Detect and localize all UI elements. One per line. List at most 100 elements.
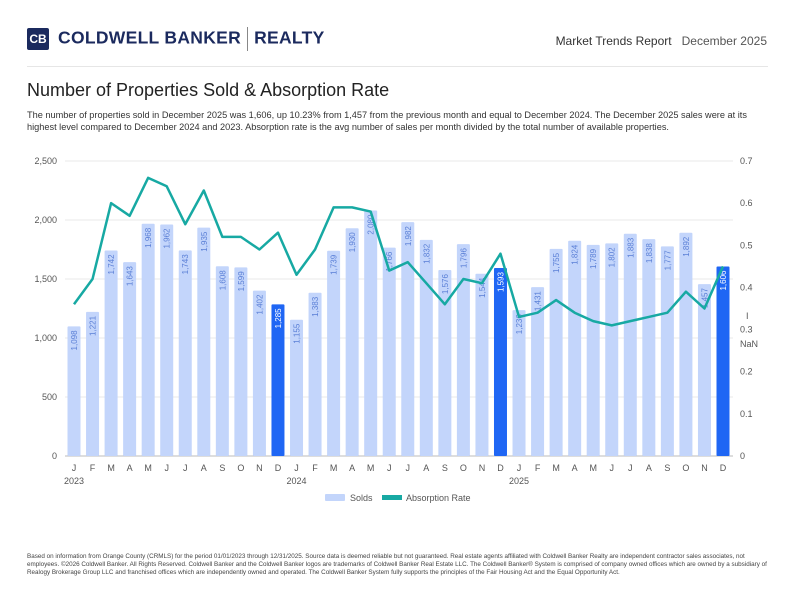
coldwell-banker-logo: CB COLDWELL BANKER REALTY [27, 27, 325, 51]
bar-data-label: 1,930 [348, 232, 357, 253]
x-tick-label: M [552, 463, 560, 473]
bar-solds [271, 304, 285, 456]
x-tick-label: A [423, 463, 429, 473]
x-tick-label: A [572, 463, 578, 473]
bar-solds [86, 311, 100, 456]
x-tick-label: S [664, 463, 670, 473]
bar-data-label: 1,608 [218, 270, 227, 291]
x-tick-label: A [349, 463, 355, 473]
bar-solds [67, 326, 81, 456]
x-tick-label: J [387, 463, 392, 473]
bar-solds [104, 250, 118, 456]
bar-solds [290, 319, 304, 456]
x-tick-label: J [609, 463, 614, 473]
divider [27, 66, 768, 67]
bar-data-label: 1,743 [181, 254, 190, 275]
bar-data-label: 2,080 [367, 214, 376, 235]
x-tick-label: F [90, 463, 96, 473]
legend-swatch-absorption [382, 495, 402, 500]
report-title: Market Trends Report [555, 34, 672, 48]
chart-description: The number of properties sold in Decembe… [27, 110, 747, 133]
legend-swatch-solds [325, 494, 345, 501]
bar-solds [327, 250, 341, 456]
y-left-tick-label: 2,500 [34, 156, 57, 166]
x-tick-label: O [682, 463, 689, 473]
bar-data-label: 1,962 [163, 228, 172, 249]
x-tick-label: M [330, 463, 338, 473]
bar-data-label: 1,968 [144, 227, 153, 248]
bar-data-label: 1,457 [700, 288, 709, 309]
y-left-tick-label: 0 [52, 451, 57, 461]
bar-data-label: 1,593 [496, 271, 505, 292]
report-period: December 2025 [681, 34, 767, 48]
bar-solds [716, 266, 730, 456]
y-left-tick-label: 500 [42, 392, 57, 402]
x-tick-label: N [479, 463, 486, 473]
bar-data-label: 1,544 [478, 277, 487, 298]
x-tick-label: N [701, 463, 708, 473]
x-tick-label: F [312, 463, 318, 473]
x-tick-label: J [628, 463, 633, 473]
y-right-tick-mark: I [746, 311, 749, 321]
bar-data-label: 1,838 [645, 243, 654, 264]
x-tick-label: J [183, 463, 188, 473]
bar-solds [623, 233, 637, 456]
bar-solds [160, 224, 174, 456]
bar-solds [141, 223, 155, 456]
x-tick-label: A [127, 463, 133, 473]
bar-data-label: 1,883 [626, 237, 635, 258]
bar-solds [512, 310, 526, 456]
x-tick-label: M [107, 463, 115, 473]
line-absorption-rate [72, 176, 725, 327]
bar-data-label: 1,606 [719, 270, 728, 291]
bar-data-label: 1,236 [515, 314, 524, 335]
x-tick-label: O [237, 463, 244, 473]
bar-data-label: 1,796 [459, 248, 468, 269]
bar-data-label: 1,576 [441, 273, 450, 294]
page-title: Number of Properties Sold & Absorption R… [27, 80, 390, 100]
x-tick-label: M [144, 463, 152, 473]
bar-data-label: 1,221 [89, 315, 98, 336]
cb-logo-mark: CB [27, 28, 49, 50]
bar-data-label: 1,643 [126, 266, 135, 287]
bar-data-label: 1,742 [107, 254, 116, 275]
x-tick-label: O [460, 463, 467, 473]
bar-solds [642, 239, 656, 456]
bar-data-label: 1,383 [311, 296, 320, 317]
x-tick-label: N [256, 463, 263, 473]
y-right-tick-label: 0 [740, 451, 745, 461]
bar-data-label: 1,402 [255, 294, 264, 315]
bar-data-label: 1,285 [274, 308, 283, 329]
y-left-tick-label: 1,000 [34, 333, 57, 343]
x-tick-label: D [497, 463, 504, 473]
x-tick-label: S [219, 463, 225, 473]
y-right-tick-label: 0.3 [740, 325, 753, 335]
bar-data-label: 1,755 [552, 252, 561, 273]
legend-label-absorption: Absorption Rate [406, 493, 471, 503]
bar-data-label: 1,892 [682, 236, 691, 257]
bar-solds [531, 287, 545, 456]
logo-text-realty: REALTY [254, 27, 325, 48]
y-right-tick-label: 0.2 [740, 367, 753, 377]
bar-solds [419, 239, 433, 456]
bar-data-label: 1,982 [404, 226, 413, 247]
legend-label-solds: Solds [350, 493, 373, 503]
bar-solds [178, 250, 192, 456]
bar-solds [382, 247, 396, 456]
x-tick-label: S [442, 463, 448, 473]
bar-data-label: 1,832 [422, 243, 431, 264]
x-tick-label: J [164, 463, 169, 473]
bar-solds [364, 210, 378, 456]
bar-data-label: 1,802 [608, 247, 617, 268]
x-tick-label: M [589, 463, 597, 473]
y-right-tick-label: 0.7 [740, 156, 753, 166]
bar-solds [345, 228, 359, 456]
x-tick-label: M [367, 463, 375, 473]
bar-solds [401, 222, 415, 456]
bar-solds [493, 268, 507, 456]
y-right-tick-label: NaN [740, 339, 758, 349]
bar-solds [456, 244, 470, 456]
bar-data-label: 1,739 [330, 254, 339, 275]
bar-data-label: 1,766 [385, 251, 394, 272]
bar-solds [475, 273, 489, 456]
